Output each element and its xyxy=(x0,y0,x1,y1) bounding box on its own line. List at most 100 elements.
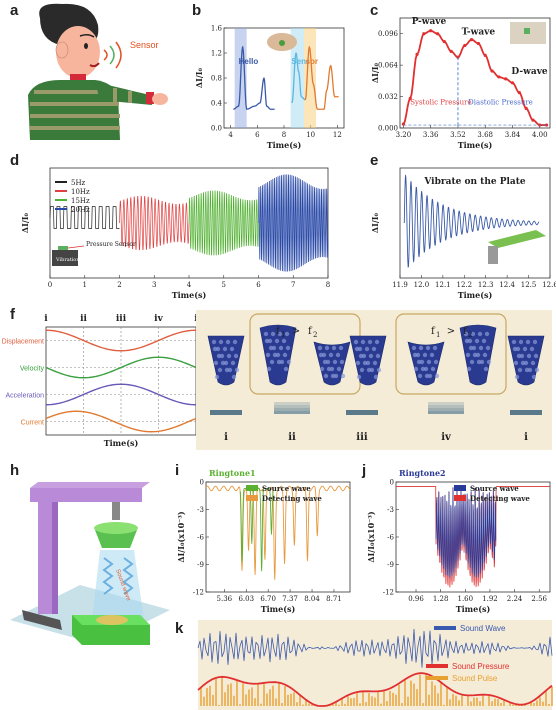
freq-f2: f xyxy=(308,326,313,337)
current-bar xyxy=(274,402,310,405)
highlight-sor xyxy=(304,28,316,128)
x-tick-label: 12.3 xyxy=(478,281,494,289)
foam-pore xyxy=(429,352,435,358)
freq-f2-sub: 2 xyxy=(468,331,472,339)
x-tick-label: 12.1 xyxy=(435,281,451,289)
foam-pore xyxy=(332,359,338,365)
phase-label: i xyxy=(224,432,228,443)
sound-detection-setup-illustration: Sound wave xyxy=(10,482,170,645)
current-bar xyxy=(428,405,464,408)
foam-pore xyxy=(484,331,490,337)
foam-pore xyxy=(366,367,372,373)
x-tick-label: 2.24 xyxy=(507,595,523,603)
y-tick-label: -9 xyxy=(387,561,394,569)
foam-pore xyxy=(485,345,491,351)
x-tick-label: 3.36 xyxy=(423,131,439,139)
phase-iv-box xyxy=(395,313,507,395)
x-tick-label: 3.68 xyxy=(477,131,493,139)
y-tick-label: -12 xyxy=(193,589,204,597)
foam-pore xyxy=(282,352,288,358)
foam-pore xyxy=(532,339,538,345)
foam-pore xyxy=(330,373,336,379)
x-tick-label: 8 xyxy=(326,281,330,289)
legend-text: Source wave xyxy=(470,484,519,493)
foam-pore xyxy=(281,338,287,344)
legend-swatch xyxy=(454,485,466,491)
legend-text: Sound Pressure xyxy=(452,662,510,671)
foam-pore xyxy=(517,367,523,373)
foam-pore xyxy=(375,353,381,359)
x-tick-label: 3.84 xyxy=(505,131,521,139)
chart-title: Vibrate on the Plate xyxy=(423,177,526,187)
y-axis-label: ΔI/I₀ xyxy=(194,67,204,88)
foam-pore xyxy=(231,374,237,380)
foam-pore xyxy=(512,346,518,352)
current-bar xyxy=(274,408,310,411)
foam-pore xyxy=(522,346,528,352)
plate-icon xyxy=(488,230,546,248)
word-sen: Sen- xyxy=(291,57,309,66)
phase-label: i xyxy=(524,432,528,443)
pressure-sensor-text: Pressure Sensor xyxy=(86,241,136,248)
panel-k-diagram: Sound Wave Sound Pressure Sound Pulse xyxy=(197,620,553,710)
source-wave xyxy=(435,487,497,579)
foam-pore xyxy=(470,331,476,337)
foam-pore xyxy=(213,360,219,366)
foam-pore xyxy=(211,339,217,345)
foam-pore xyxy=(514,374,520,380)
pulse-point xyxy=(490,69,494,73)
word-sor: sor xyxy=(306,57,318,66)
foam-pore xyxy=(286,359,292,365)
foam-pore xyxy=(318,352,324,358)
foam-pore xyxy=(364,346,370,352)
foam-pore xyxy=(468,345,474,351)
foam-pore xyxy=(358,353,364,359)
foam-pore xyxy=(276,359,282,365)
foam-pore xyxy=(513,360,519,366)
vibration-table-text: Vibration table xyxy=(55,257,94,263)
y-tick-label: 0.8 xyxy=(211,75,222,83)
phase-label: ii xyxy=(80,314,87,324)
x-tick-label: 1.60 xyxy=(458,595,474,603)
foam-pore xyxy=(263,331,269,337)
foam-pore xyxy=(426,359,432,365)
x-tick-label: 5 xyxy=(222,281,226,289)
foam-pore xyxy=(338,345,344,351)
series-5Hz xyxy=(49,206,120,229)
foam-pore xyxy=(214,374,220,380)
foam-pore xyxy=(230,360,236,366)
x-tick-label: 6 xyxy=(255,131,260,139)
chart-b: 4 6 8 10 12 0.0 0.4 0.8 1.2 1.6 Time(s) ΔI/I₀ Hello S… xyxy=(194,25,345,150)
freq-f1: f xyxy=(276,326,281,337)
y-tick-label: 0.064 xyxy=(378,62,399,70)
pulse-point xyxy=(524,106,528,110)
panel-g-diagram: f 1 > f 2 f 1 > f 2i ii iii iv i xyxy=(196,310,552,450)
detecting-wave xyxy=(205,485,351,580)
x-tick-label: 6.03 xyxy=(238,595,254,603)
x-tick-label: 0.96 xyxy=(408,595,424,603)
foam-pore xyxy=(317,345,323,351)
foam-pore xyxy=(233,353,239,359)
chart-i: 5.36 6.03 6.70 7.37 8.04 8.71 0 -3 -6 -9 -12 Time(s… xyxy=(176,468,351,614)
row-label: Displacement xyxy=(2,339,44,346)
freq-f1-sub: 1 xyxy=(281,331,285,339)
foam-pore xyxy=(355,360,361,366)
y-tick-label: 1.6 xyxy=(211,25,223,33)
chart-title: Ringtone2 xyxy=(399,468,446,478)
foam-pore xyxy=(222,346,228,352)
row-curve xyxy=(45,383,197,406)
panel-label-k: k xyxy=(175,620,184,637)
foam-pore xyxy=(323,373,329,379)
x-tick-label: 8.04 xyxy=(304,595,320,603)
foam-pore xyxy=(433,359,439,365)
series-line xyxy=(304,46,339,110)
sound-pressure-line xyxy=(197,672,553,707)
pulse-point xyxy=(504,77,508,81)
foam-pore xyxy=(220,360,226,366)
foam-pore xyxy=(218,339,224,345)
foam-pore xyxy=(465,352,471,358)
freq-f2-sub: 2 xyxy=(313,331,317,339)
foam-pore xyxy=(530,360,536,366)
foam-pore xyxy=(368,353,374,359)
